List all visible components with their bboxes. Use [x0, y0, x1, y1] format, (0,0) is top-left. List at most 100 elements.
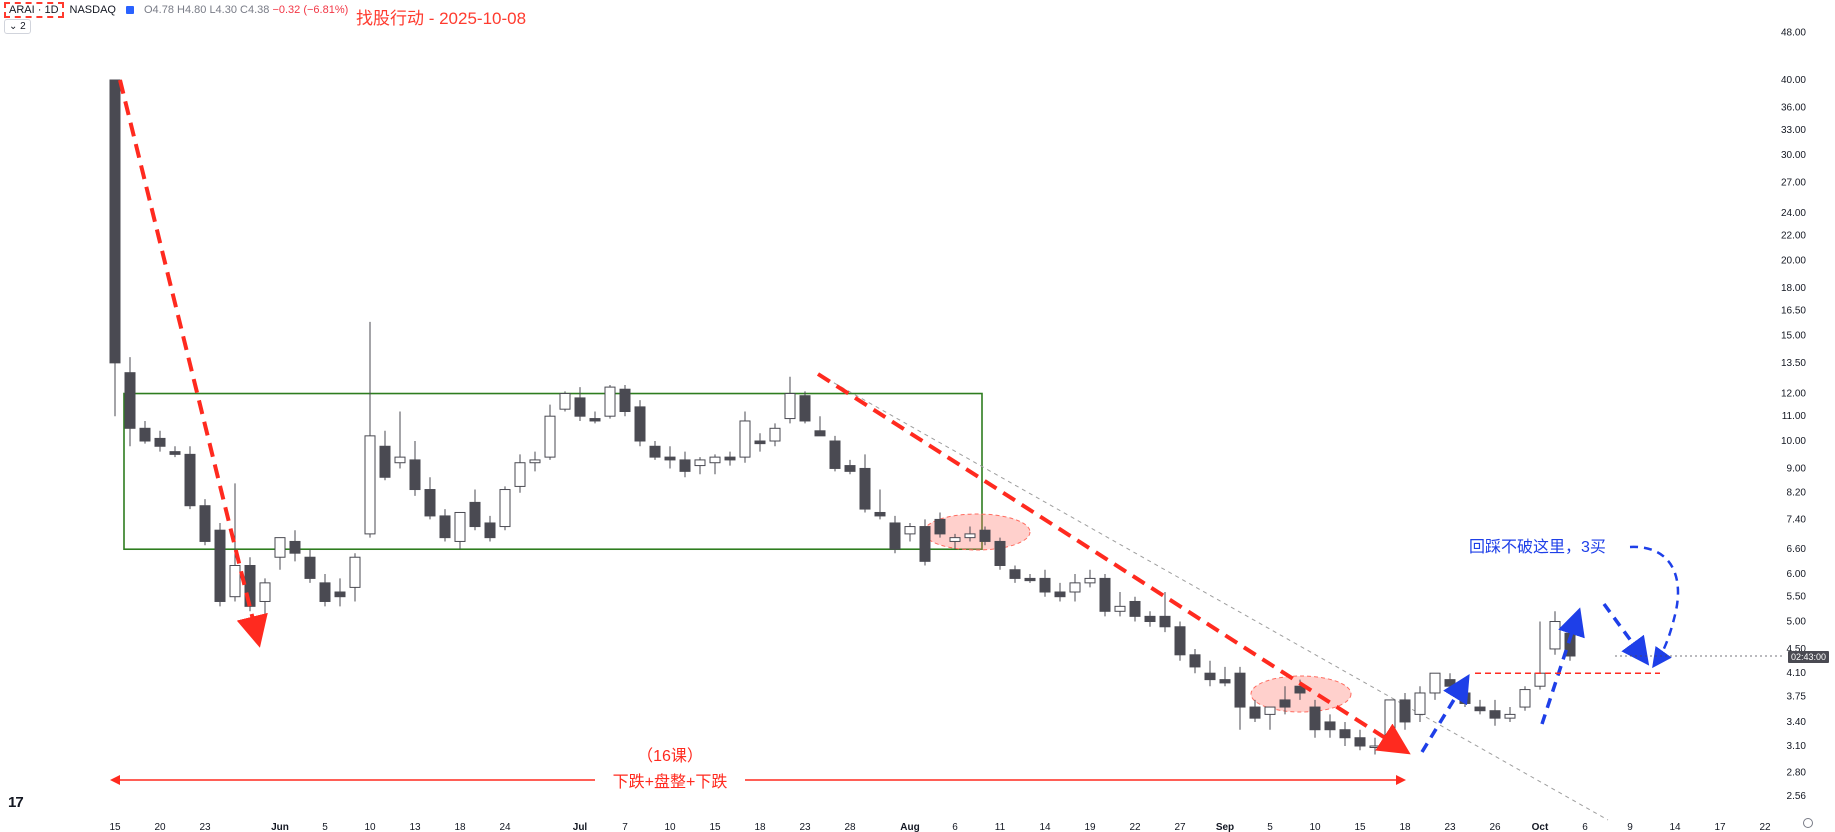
period-range-right-arrow [1396, 775, 1406, 785]
candle-body [1369, 745, 1381, 748]
candle-body [319, 582, 331, 602]
symbol-label[interactable]: ARAI · 1D [4, 2, 64, 18]
candle-body [1174, 626, 1186, 656]
time-tick-label: 14 [1669, 822, 1681, 832]
candle-body [679, 459, 691, 472]
countdown-tag: 02:43:00 [1788, 651, 1830, 663]
candle [289, 530, 301, 562]
period-label: （16课） [637, 747, 703, 765]
bookmark-icon[interactable] [125, 6, 134, 14]
candle [1084, 569, 1096, 588]
candle-body [694, 459, 706, 467]
candle [334, 578, 346, 607]
legend-row: ARAI · 1D NASDAQ O4.78 H4.80 L4.30 C4.38… [4, 2, 348, 18]
candle [214, 522, 226, 607]
candle [514, 454, 526, 493]
candle-body [844, 465, 856, 472]
candle-body [559, 393, 571, 410]
candle-body [154, 437, 166, 447]
time-tick-label: Jul [573, 822, 588, 832]
candle-body [1069, 582, 1081, 593]
candle [529, 451, 541, 472]
tradingview-logo[interactable]: 17 [8, 794, 24, 811]
time-tick-label: 10 [364, 822, 376, 832]
candle-body [1219, 679, 1231, 684]
candle-body [589, 418, 601, 422]
candle-body [859, 467, 871, 510]
candle [1039, 569, 1051, 597]
candle [1279, 686, 1291, 715]
candle-body [1504, 713, 1516, 719]
candle-body [829, 440, 841, 469]
change-value: −0.32 (−6.81%) [272, 4, 349, 16]
time-tick-label: Aug [900, 822, 919, 832]
time-tick-label: 24 [499, 822, 511, 832]
candle-body [1204, 672, 1216, 681]
low-value: L4.30 [209, 4, 237, 16]
price-tick-label: 4.10 [1787, 668, 1807, 679]
settings-gear-icon[interactable] [1803, 818, 1813, 828]
time-tick-label: 11 [995, 822, 1006, 832]
price-tick-label: 2.56 [1787, 791, 1807, 802]
candle [259, 578, 271, 617]
candle [1414, 686, 1426, 722]
candle [184, 446, 196, 510]
ohlc-values: O4.78 H4.80 L4.30 C4.38 −0.32 (−6.81%) [144, 4, 348, 16]
price-tick-label: 12.00 [1781, 389, 1806, 400]
time-tick-label: 10 [664, 822, 676, 832]
candle-body [739, 420, 751, 458]
rally-arrow [1540, 607, 1585, 725]
candle [394, 411, 406, 469]
price-tick-label: 18.00 [1781, 283, 1806, 294]
time-tick-label: Sep [1216, 822, 1234, 832]
candle [349, 553, 361, 602]
candle-body [994, 540, 1006, 566]
candle-body [394, 456, 406, 464]
candle [589, 411, 601, 424]
time-tick-label: 23 [799, 822, 811, 832]
candle-body [1264, 706, 1276, 715]
price-tick-label: 3.10 [1787, 741, 1807, 752]
time-tick-label: 26 [1489, 822, 1501, 832]
candle [574, 387, 586, 421]
candle [1354, 729, 1366, 751]
candle-body [1489, 710, 1501, 719]
time-tick-label: 6 [952, 822, 958, 832]
exchange-label: NASDAQ [69, 4, 116, 16]
candle [604, 384, 616, 419]
candle [1339, 721, 1351, 746]
price-tick-label: 30.00 [1781, 150, 1806, 161]
candle-body [1399, 699, 1411, 723]
candle-body [604, 386, 616, 417]
time-tick-label: 7 [622, 822, 628, 832]
price-tick-label: 5.50 [1787, 592, 1807, 603]
candle [1504, 707, 1516, 722]
candle-body [1309, 706, 1321, 731]
candle-body [619, 388, 631, 412]
price-axis[interactable]: 2.56 2.80 3.10 3.40 3.75 4.10 4.50 5.00 5.50 6.00… [1781, 28, 1806, 802]
collapse-indicators-button[interactable]: ⌄ 2 [4, 19, 31, 34]
candle-body [709, 456, 721, 464]
candle [1264, 706, 1276, 730]
price-tick-label: 13.50 [1781, 358, 1806, 369]
candle [169, 446, 181, 458]
candle-body [1009, 569, 1021, 579]
candle [379, 430, 391, 481]
decline-arrow [118, 79, 268, 648]
candle [484, 515, 496, 542]
note-pointer-arrow [1629, 545, 1680, 669]
candle-body [499, 489, 511, 528]
candle [559, 391, 571, 412]
candle [1114, 592, 1126, 617]
time-axis[interactable]: 15 20 23 Jun 5 10 13 18 24 Jul 7 10 15 18 23 28 Aug 6 11 14… [109, 822, 1771, 832]
candle [1189, 648, 1201, 674]
time-tick-label: 17 [1714, 822, 1726, 832]
candle [949, 533, 961, 550]
candle-body [469, 501, 481, 528]
candle [799, 391, 811, 424]
price-tick-label: 6.60 [1787, 544, 1807, 555]
time-tick-label: 18 [454, 822, 466, 832]
time-tick-label: Jun [271, 822, 289, 832]
